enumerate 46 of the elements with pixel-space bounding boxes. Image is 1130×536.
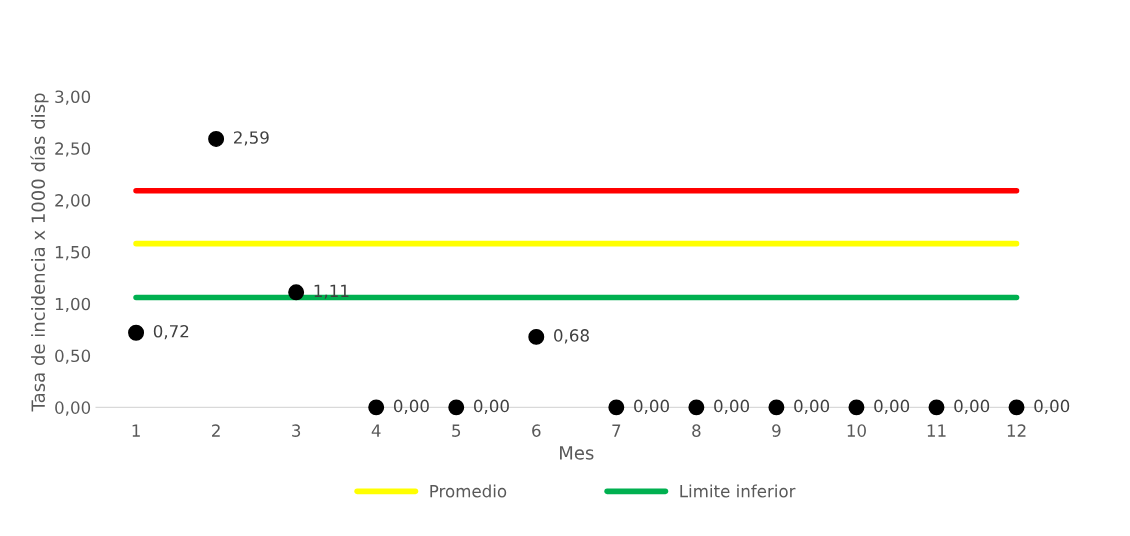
x-tick-label: 2 [212,424,220,437]
x-tick-label: 4 [371,424,381,437]
x-tick-label: 11 [927,424,946,437]
x-tick-label: 8 [692,424,701,437]
legend-label: Limite inferior [680,484,796,498]
x-axis-title: Mes [560,446,594,460]
y-tick-label: 1,50 [55,245,91,261]
point [448,399,465,416]
y-tick-label: 0,50 [55,349,91,364]
x-tick-label: 3 [292,424,301,437]
point [528,328,545,345]
y-tick-label: 1,00 [55,297,91,312]
data-label: 0,00 [954,399,990,414]
data-label: 0,68 [554,329,589,344]
data-label: 0,00 [393,399,429,414]
data-label: 0,00 [1034,399,1070,414]
data-label: 0,00 [794,399,830,414]
x-tick-label: 5 [452,424,461,437]
x-tick-label: 10 [847,424,866,437]
data-label: 0,00 [874,399,910,414]
legend-label: Promedio [430,484,507,498]
point [688,399,705,416]
x-tick-label: 12 [1007,424,1026,437]
point [848,399,865,416]
point [928,399,945,416]
point [368,399,385,416]
x-tick-label: 7 [612,424,621,437]
y-tick-label: 3,00 [55,90,91,105]
x-tick-label: 9 [772,424,781,437]
x-tick-label: 1 [132,424,140,437]
y-tick-label: 2,00 [55,194,91,209]
y-axis-title: Tasa de incidencia x 1000 días disp [30,93,49,412]
point [768,399,785,416]
point [1008,399,1025,416]
data-label: 0,72 [153,324,189,340]
data-label: 0,00 [474,399,509,414]
x-tick-label: 6 [532,424,541,437]
point [288,284,305,301]
data-label: 0,00 [714,399,750,414]
point [208,130,225,147]
point [128,324,145,341]
y-tick-label: 0,00 [55,401,91,416]
data-label: 2,59 [234,131,269,146]
y-tick-label: 2,50 [55,142,91,157]
point [608,399,625,416]
data-label: 0,00 [634,399,669,414]
